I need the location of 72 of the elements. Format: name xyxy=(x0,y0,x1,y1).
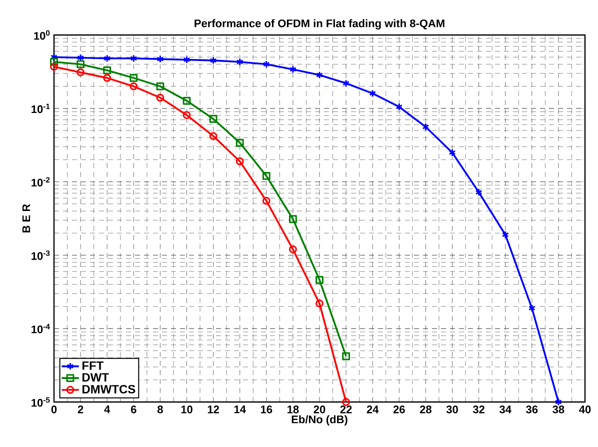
point xyxy=(316,276,324,284)
point xyxy=(262,172,270,180)
x-tick-label: 38 xyxy=(552,406,564,414)
x-tick-label: 30 xyxy=(446,406,458,414)
point xyxy=(156,82,164,90)
point xyxy=(396,102,403,111)
point xyxy=(289,215,297,224)
x-tick-label: 20 xyxy=(314,406,326,414)
x-tick-label: 0 xyxy=(51,406,57,414)
x-axis-title: Eb/No (dB) xyxy=(292,415,348,426)
point xyxy=(76,60,85,68)
point xyxy=(104,54,111,62)
y-tick-label: 10$^{-1}$ xyxy=(32,104,50,114)
legend-label: DMWTCS xyxy=(82,384,136,394)
point xyxy=(182,111,191,120)
x-tick-label: 24 xyxy=(366,406,379,414)
x-tick-label: 26 xyxy=(393,406,405,414)
x-tick-label: 6 xyxy=(131,406,136,414)
point xyxy=(369,89,376,98)
y-tick-label: 10$^{0}$ xyxy=(34,30,50,40)
point xyxy=(50,58,58,66)
point xyxy=(342,79,350,88)
point xyxy=(236,138,244,147)
x-tick-label: 22 xyxy=(340,406,352,414)
y-tick-label: 10$^{-4}$ xyxy=(32,324,50,334)
x-tick-label: 10 xyxy=(181,406,192,414)
point xyxy=(236,58,244,66)
y-axis-title: B E R xyxy=(22,204,30,232)
x-tick-label: 32 xyxy=(472,406,484,414)
point xyxy=(209,114,218,123)
point xyxy=(183,56,190,64)
chart-title: Performance of OFDM in Flat fading with 8-QAM xyxy=(194,19,444,30)
x-tick-label: 16 xyxy=(260,406,272,414)
point xyxy=(316,71,324,79)
point xyxy=(209,132,218,140)
point xyxy=(422,122,430,131)
x-tick-label: 4 xyxy=(104,406,110,414)
x-tick-label: 28 xyxy=(420,406,432,414)
point xyxy=(342,352,350,360)
point xyxy=(528,304,536,312)
point xyxy=(156,94,164,102)
point xyxy=(262,196,270,205)
point xyxy=(502,230,509,239)
y-tick-label: 10$^{-2}$ xyxy=(32,177,50,187)
point xyxy=(236,157,244,166)
point xyxy=(289,245,297,254)
point xyxy=(182,96,191,105)
x-tick-label: 12 xyxy=(208,406,219,414)
x-tick-label: 8 xyxy=(157,406,163,414)
x-tick-label: 34 xyxy=(499,406,512,414)
y-tick-label: 10$^{-5}$ xyxy=(32,397,50,407)
point xyxy=(475,188,482,196)
x-tick-label: 40 xyxy=(579,406,591,414)
point xyxy=(210,56,217,64)
point xyxy=(448,148,456,157)
point xyxy=(316,300,324,308)
point xyxy=(289,65,296,74)
point xyxy=(262,60,270,68)
point xyxy=(156,55,164,64)
point xyxy=(103,74,112,82)
x-tick-label: 18 xyxy=(288,406,299,414)
point xyxy=(130,74,138,82)
x-tick-label: 36 xyxy=(526,406,538,414)
legend-label: DWT xyxy=(82,373,109,382)
y-tick-label: 10$^{-3}$ xyxy=(32,250,50,260)
legend-label: FFT xyxy=(82,361,104,370)
x-tick-label: 14 xyxy=(234,406,246,414)
point xyxy=(130,54,138,62)
x-tick-label: 2 xyxy=(78,406,84,414)
point xyxy=(130,82,138,90)
point xyxy=(103,66,112,74)
point xyxy=(76,68,85,76)
